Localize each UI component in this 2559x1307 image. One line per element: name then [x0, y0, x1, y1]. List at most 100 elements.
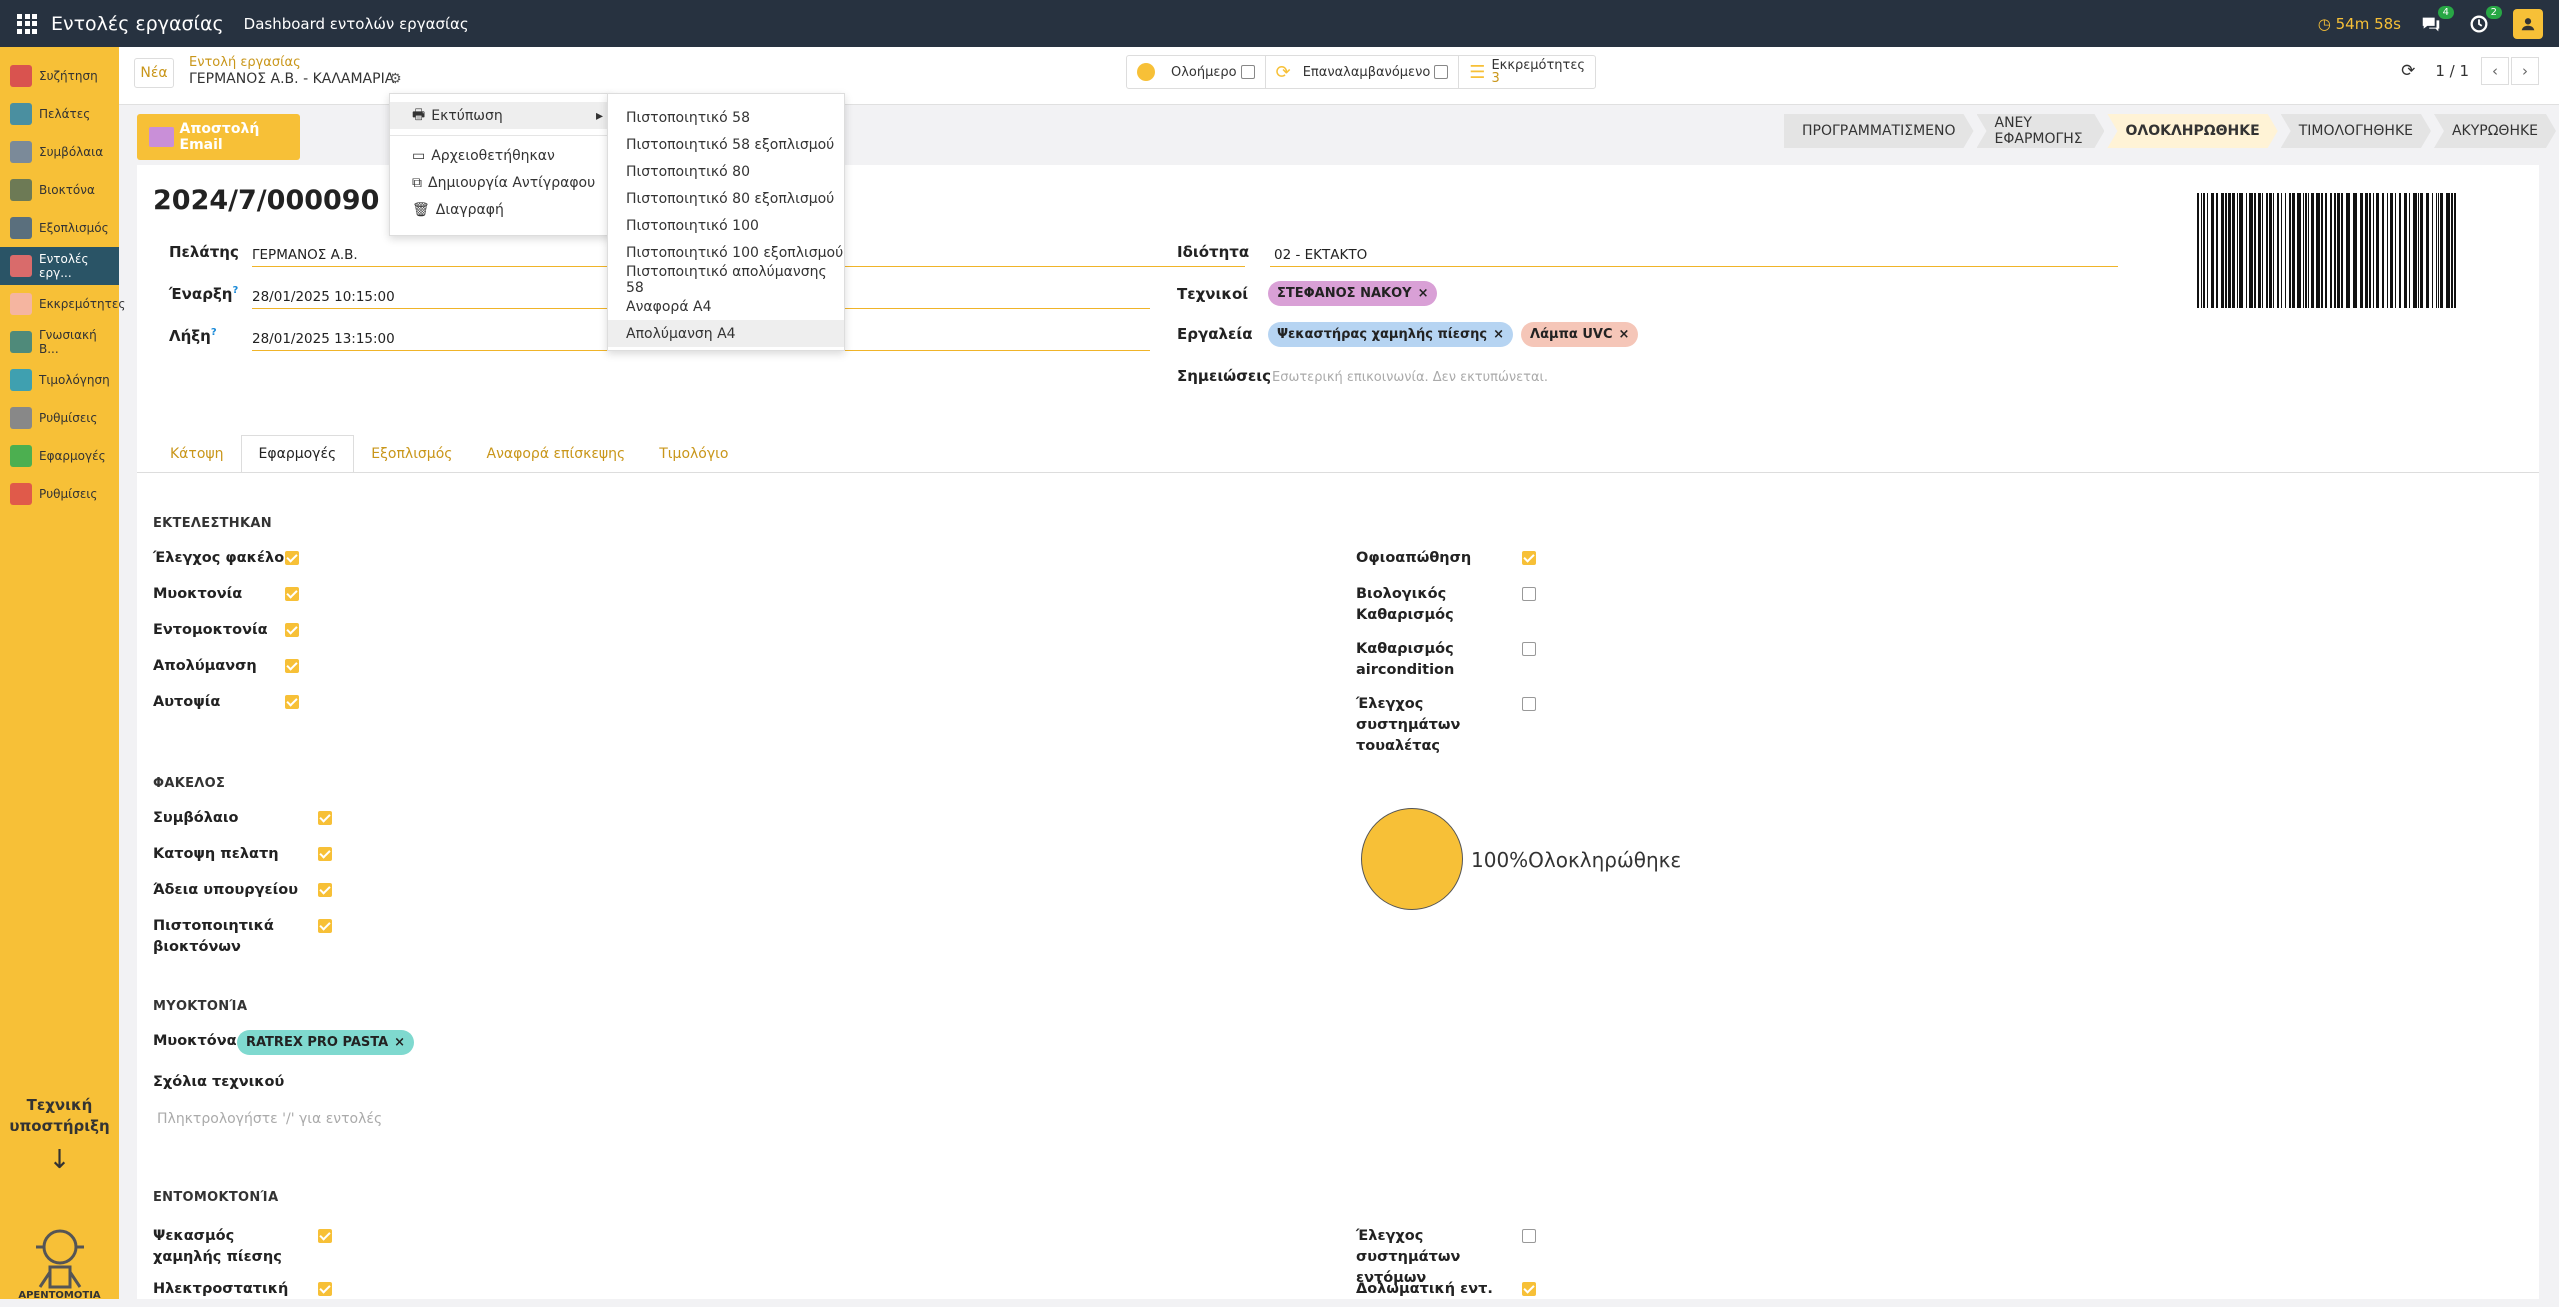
sidebar-item-label: Εφαρμογές [39, 449, 106, 463]
pending-button[interactable]: ☰ Εκκρεμότητες 3 [1459, 56, 1595, 88]
tech-comments-editor[interactable]: Πληκτρολογήστε '/' για εντολές [157, 1111, 383, 1127]
menu-archive[interactable]: ▭ Αρχειοθετήθηκαν [390, 142, 611, 169]
gear-icon[interactable]: ⚙ [389, 71, 402, 87]
sidebar-item[interactable]: Εντολές εργ... [0, 247, 119, 285]
barcode-bar [2390, 193, 2393, 308]
barcode-bar [2228, 193, 2231, 308]
print-option[interactable]: Πιστοποιητικό 100 [626, 217, 759, 234]
remove-tag-icon[interactable]: × [1493, 327, 1505, 342]
notes-field[interactable]: Εσωτερική επικοινωνία. Δεν εκτυπώνεται. [1272, 370, 1549, 385]
recurring-toggle[interactable]: ⟳ Επαναλαμβανόμενο [1266, 56, 1460, 88]
print-option[interactable]: Πιστοποιητικό 58 εξοπλισμού [626, 136, 835, 153]
filter-bar: Ολοήμερο ⟳ Επαναλαμβανόμενο ☰ Εκκρεμότητες… [1126, 55, 1597, 89]
timer[interactable]: ◷ 54m 58s [2317, 14, 2401, 33]
sidebar-item[interactable]: Εφαρμογές [0, 437, 119, 475]
reload-icon[interactable]: ⟳ [2401, 61, 2416, 81]
print-option[interactable]: Πιστοποιητικό 80 εξοπλισμού [626, 190, 835, 207]
menu-delete[interactable]: 🗑 Διαγραφή [390, 196, 611, 223]
sidebar-app-icon [10, 255, 32, 277]
chat-icon[interactable]: 4 [2417, 5, 2454, 38]
new-button[interactable]: Νέα [134, 58, 174, 88]
print-option[interactable]: Πιστοποιητικό 80 [626, 163, 750, 180]
remove-tag-icon[interactable]: × [1417, 286, 1429, 301]
folder-checkbox[interactable] [318, 847, 332, 861]
tab-applications[interactable]: Εφαρμογές [240, 435, 355, 473]
print-option[interactable]: Αναφορά Α4 [626, 298, 712, 315]
apps-menu-icon[interactable] [17, 13, 37, 34]
section-executed: ΕΚΤΕΛΕΣΤΗΚΑΝ [153, 516, 272, 531]
print-option[interactable]: Απολύμανση Α4 [608, 320, 844, 347]
sidebar-item[interactable]: Γνωσιακή Β... [0, 323, 119, 361]
rodent-bait-field[interactable]: RATREX PRO PASTA × [237, 1030, 422, 1055]
pager-value[interactable]: 1 / 1 [2435, 62, 2469, 80]
insect-checkbox[interactable] [1522, 1229, 1536, 1243]
insect-checkbox[interactable] [318, 1229, 332, 1243]
tab-visit-report[interactable]: Αναφορά επίσκεψης [486, 446, 626, 462]
allday-checkbox[interactable] [1240, 65, 1255, 79]
barcode-bar [2292, 193, 2295, 308]
tab-equipment[interactable]: Εξοπλισμός [371, 446, 453, 462]
insect-item: Ψεκασμός χαμηλής πίεσης [153, 1228, 282, 1265]
sidebar-item[interactable]: Ρυθμίσεις [0, 475, 119, 513]
executed-checkbox[interactable] [285, 623, 299, 637]
menu-duplicate[interactable]: ⧉ Δημιουργία Αντίγραφου [390, 169, 611, 196]
sidebar-app-icon [10, 369, 32, 391]
send-email-button[interactable]: Αποστολή Email [137, 114, 300, 160]
tab-floorplan[interactable]: Κάτοψη [170, 446, 224, 462]
barcode-bar [2413, 193, 2417, 308]
user-avatar[interactable] [2513, 8, 2543, 39]
sidebar-item[interactable]: Συζήτηση [0, 57, 119, 95]
status-scheduled[interactable]: ΠΡΟΓΡΑΜΜΑΤΙΣΜΕΝΟ [1784, 114, 1974, 148]
rodent-bait-label: Μυοκτόνα [153, 1033, 237, 1049]
executed-checkbox[interactable] [285, 695, 299, 709]
chevron-left-icon[interactable]: ‹ [2481, 57, 2509, 85]
insect-checkbox[interactable] [318, 1282, 332, 1296]
tools-field[interactable]: Ψεκαστήρας χαμηλής πίεσης × Λάμπα UVC × [1268, 322, 1646, 347]
remove-tag-icon[interactable]: × [1618, 327, 1630, 342]
support-label[interactable]: Τεχνική υποστήριξη [9, 1096, 110, 1135]
status-not-applied[interactable]: ΑΝΕΥ ΕΦΑΡΜΟΓΗΣ [1977, 114, 2105, 148]
executed-item: Απολύμανση [153, 658, 257, 674]
barcode-image [2197, 193, 2456, 308]
status-completed[interactable]: ΟΛΟΚΛΗΡΩΘΗΚΕ [2107, 114, 2277, 148]
executed-checkbox[interactable] [1522, 697, 1536, 711]
insect-checkbox[interactable] [1522, 1282, 1536, 1296]
executed-checkbox[interactable] [1522, 642, 1536, 656]
allday-toggle[interactable]: Ολοήμερο [1127, 56, 1266, 88]
sidebar-item[interactable]: Βιοκτόνα [0, 171, 119, 209]
sidebar-item[interactable]: Ρυθμίσεις [0, 399, 119, 437]
print-option[interactable]: Πιστοποιητικό 100 εξοπλισμού [626, 244, 844, 261]
barcode-bar [2254, 193, 2256, 308]
sidebar-item[interactable]: Συμβόλαια [0, 133, 119, 171]
activity-icon[interactable]: 2 [2465, 5, 2502, 38]
sidebar-item[interactable]: Εκκρεμότητες [0, 285, 125, 323]
recurring-checkbox[interactable] [1434, 65, 1449, 79]
tab-invoice[interactable]: Τιμολόγιο [659, 446, 729, 462]
app-title[interactable]: Εντολές εργασίας [51, 12, 224, 35]
sidebar-item[interactable]: Τιμολόγηση [0, 361, 119, 399]
sidebar-item[interactable]: Πελάτες [0, 95, 119, 133]
folder-checkbox[interactable] [318, 919, 332, 933]
folder-checkbox[interactable] [318, 883, 332, 897]
chevron-right-icon[interactable]: › [2511, 57, 2539, 85]
menu-dashboard[interactable]: Dashboard εντολών εργασίας [243, 14, 469, 33]
chat-badge: 4 [2437, 5, 2454, 19]
technicians-field[interactable]: ΣΤΕΦΑΝΟΣ ΝΑΚΟΥ × [1268, 281, 1445, 306]
priority-field[interactable]: 02 - ΕΚΤΑΚΤΟ [1270, 247, 2118, 267]
executed-checkbox[interactable] [1522, 551, 1536, 565]
status-cancelled[interactable]: ΑΚΥΡΩΘΗΚΕ [2434, 114, 2556, 148]
sidebar-item[interactable]: Εξοπλισμός [0, 209, 119, 247]
barcode-bar [2232, 193, 2235, 308]
executed-checkbox[interactable] [285, 551, 299, 565]
executed-checkbox[interactable] [285, 587, 299, 601]
print-option[interactable]: Πιστοποιητικό απολύμανσης 58 [626, 263, 827, 296]
executed-checkbox[interactable] [1522, 587, 1536, 601]
breadcrumb-parent[interactable]: Εντολή εργασίας [189, 55, 301, 70]
folder-checkbox[interactable] [318, 811, 332, 825]
print-option[interactable]: Πιστοποιητικό 58 [626, 109, 750, 126]
executed-checkbox[interactable] [285, 659, 299, 673]
remove-tag-icon[interactable]: × [394, 1035, 406, 1050]
barcode-bar [2409, 193, 2410, 308]
menu-print[interactable]: 🖶 Εκτύπωση ▸ [390, 102, 611, 129]
status-invoiced[interactable]: ΤΙΜΟΛΟΓΗΘΗΚΕ [2281, 114, 2431, 148]
